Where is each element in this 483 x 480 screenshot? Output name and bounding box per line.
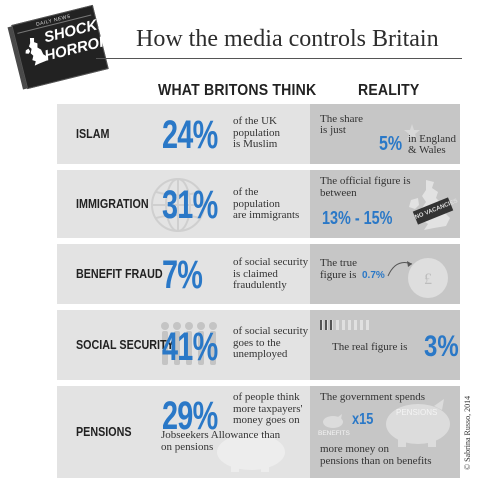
benefits-label: BENEFITS	[318, 430, 350, 437]
column-header-reality: REALITY	[358, 82, 420, 99]
uk-map-icon	[25, 38, 47, 66]
crescent-star-icon	[374, 112, 420, 156]
think-percent: 29%	[162, 394, 218, 438]
shock-horror-logo: DAILY NEWS SHOCK! HORROR!	[7, 4, 116, 90]
people-icon	[161, 322, 217, 365]
reality-text-c: in England	[408, 133, 456, 145]
think-panel: IMMIGRATION 31% of the population are im…	[57, 170, 310, 238]
reality-text-a: The official figure is	[320, 175, 411, 187]
reality-panel: The government spends x15 PENSIONS BENEF…	[310, 386, 460, 478]
think-percent: 31%	[162, 183, 218, 227]
think-panel: BENEFIT FRAUD 7% of social security is c…	[57, 244, 310, 304]
think-panel: SOCIAL SECURITY 41% of social security g…	[57, 310, 310, 380]
title-divider	[96, 58, 462, 59]
reality-value: 5%	[379, 133, 403, 155]
think-description-cont: Jobseekers Allowance than on pensions	[161, 429, 281, 453]
reality-value: 3%	[424, 330, 459, 363]
reality-text-b: figure is	[320, 269, 357, 281]
row-pensions: PENSIONS 29% of people think more taxpay…	[57, 386, 460, 478]
row-immigration: IMMIGRATION 31% of the population are im…	[57, 170, 460, 238]
column-header-think: WHAT BRITONS THINK	[158, 82, 317, 99]
think-description: of people think more taxpayers' money go…	[233, 391, 303, 426]
reality-text-b: between	[320, 187, 357, 199]
svg-text:£: £	[424, 271, 432, 288]
reality-text-a: The real figure is	[332, 341, 408, 353]
reality-text-d: & Wales	[408, 144, 446, 156]
coin-arrow-icon: £	[387, 258, 448, 298]
category-label: ISLAM	[76, 127, 110, 141]
reality-panel: The true figure is 0.7% £	[310, 244, 460, 304]
think-percent: 24%	[162, 113, 218, 157]
row-islam: ISLAM 24% of the UK population is Muslim…	[57, 104, 460, 164]
reality-panel: The real figure is 3%	[310, 310, 460, 380]
piggy-bank-icon	[217, 430, 285, 472]
small-piggy-bank-icon	[323, 414, 343, 428]
pensions-label: PENSIONS	[396, 408, 438, 417]
reality-text-a: The true	[320, 257, 357, 269]
reality-panel: The share is just 5% in England & Wales	[310, 104, 460, 164]
think-description: of social security goes to the unemploye…	[233, 325, 309, 360]
think-percent: 41%	[162, 325, 218, 369]
category-label: PENSIONS	[76, 425, 132, 439]
page-title: How the media controls Britain	[136, 26, 439, 52]
reality-text-a: The government spends	[320, 391, 426, 403]
copyright-credit: © Sabrina Russo, 2014	[463, 395, 472, 470]
reality-text-c: more money on	[320, 443, 390, 455]
globe-icon	[151, 178, 205, 232]
category-label: BENEFIT FRAUD	[76, 267, 163, 281]
think-description: of social security is claimed fraudulent…	[233, 256, 309, 291]
reality-text-a: The share	[320, 113, 364, 125]
people-grid-icon	[320, 320, 369, 330]
reality-value: 13% - 15%	[322, 208, 393, 228]
think-panel: ISLAM 24% of the UK population is Muslim	[57, 104, 310, 164]
think-percent: 7%	[162, 253, 203, 297]
reality-panel: The official figure is between 13% - 15%…	[310, 170, 460, 238]
reality-value: 0.7%	[362, 270, 385, 281]
category-label: SOCIAL SECURITY	[76, 338, 174, 352]
newspaper-logo: DAILY NEWS SHOCK! HORROR!	[11, 4, 116, 90]
think-panel: PENSIONS 29% of people think more taxpay…	[57, 386, 310, 478]
think-description: of the UK population is Muslim	[233, 115, 281, 150]
row-social-security: SOCIAL SECURITY 41% of social security g…	[57, 310, 460, 380]
large-piggy-bank-icon	[386, 399, 450, 447]
row-benefit-fraud: BENEFIT FRAUD 7% of social security is c…	[57, 244, 460, 304]
reality-text-b: is just	[320, 124, 346, 136]
reality-text-d: pensions than on benefits	[320, 455, 432, 467]
think-description: of the population are immigrants	[233, 186, 300, 221]
reality-value: x15	[352, 411, 374, 428]
category-label: IMMIGRATION	[76, 197, 149, 211]
